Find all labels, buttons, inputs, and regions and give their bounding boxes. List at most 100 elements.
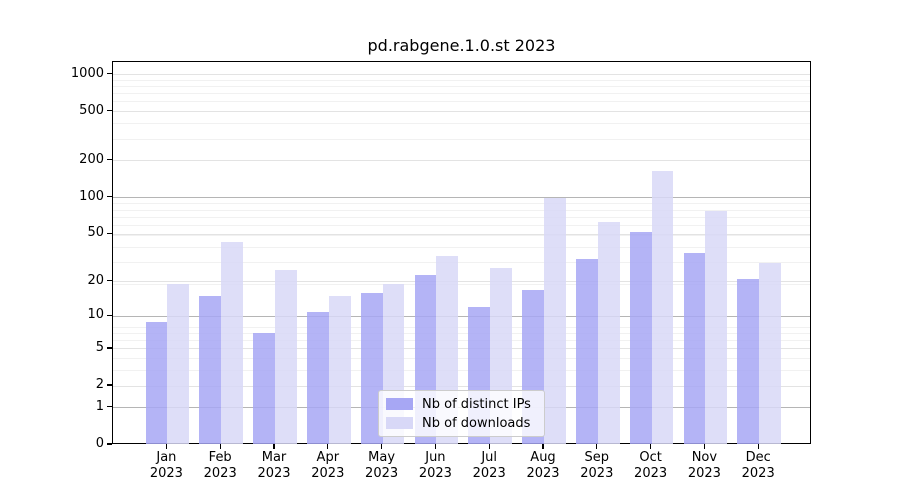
y-tick-label: 500 [79, 102, 104, 118]
y-tick-mark [107, 232, 112, 234]
gridline-labeled [113, 74, 810, 75]
y-tick-label: 10 [87, 307, 104, 323]
gridline-minor [113, 123, 810, 125]
gridline-minor [113, 262, 810, 264]
gridline-major [113, 315, 810, 317]
legend: Nb of distinct IPs Nb of downloads [378, 390, 545, 437]
bar-downloads-nov [705, 210, 728, 444]
bar-distinct-ips-dec [737, 279, 760, 444]
gridline-labeled [113, 233, 810, 235]
x-tick-label: Jul 2023 [472, 450, 506, 481]
legend-swatch-downloads [386, 417, 413, 429]
legend-label-downloads: Nb of downloads [422, 415, 531, 431]
x-tick-label: Dec 2023 [741, 450, 775, 481]
gridline-minor [113, 93, 810, 95]
y-tick-label: 2 [95, 377, 104, 393]
x-tick-mark [488, 444, 490, 449]
gridline-minor [113, 326, 810, 328]
bar-distinct-ips-apr [307, 311, 329, 444]
x-tick-mark [650, 444, 652, 449]
bar-downloads-dec [759, 262, 781, 444]
bar-downloads-oct [651, 170, 674, 444]
x-tick-mark [596, 444, 598, 449]
bar-distinct-ips-mar [253, 333, 275, 444]
x-tick-label: Nov 2023 [687, 450, 721, 481]
y-tick-mark [107, 443, 112, 445]
x-tick-label: May 2023 [365, 450, 399, 481]
gridline-minor [113, 246, 810, 248]
gridline-minor [113, 138, 810, 140]
bar-downloads-mar [275, 270, 297, 444]
y-tick-label: 0 [95, 436, 104, 451]
y-tick-mark [107, 406, 112, 408]
gridline-labeled [113, 160, 810, 162]
gridline-minor [113, 216, 810, 218]
y-tick-mark [107, 110, 112, 112]
y-tick-mark [107, 347, 112, 349]
y-tick-mark [107, 159, 112, 161]
x-tick-mark [165, 444, 167, 449]
bar-distinct-ips-sep [576, 259, 598, 444]
gridline-major [113, 197, 810, 198]
bar-downloads-apr [328, 296, 351, 444]
gridline-minor [113, 370, 810, 372]
x-tick-mark [542, 444, 544, 449]
bar-distinct-ips-oct [629, 232, 652, 444]
x-tick-mark [381, 444, 383, 449]
x-tick-label: Feb 2023 [203, 450, 237, 481]
gridline-minor [113, 358, 810, 360]
legend-label-distinct-ips: Nb of distinct IPs [422, 396, 531, 412]
gridline-labeled [113, 385, 810, 387]
y-tick-label: 20 [87, 272, 104, 288]
bar-distinct-ips-jan [145, 321, 168, 444]
gridline-minor [113, 203, 810, 205]
y-tick-label: 1 [95, 398, 104, 414]
gridline-labeled [113, 111, 810, 113]
x-tick-mark [273, 444, 275, 449]
gridline-labeled [113, 281, 810, 283]
gridline-minor [113, 101, 810, 103]
x-tick-mark [434, 444, 436, 449]
x-tick-label: Jun 2023 [418, 450, 452, 481]
gridline-minor [113, 332, 810, 334]
y-tick-label: 1000 [70, 65, 104, 81]
gridline-minor [113, 209, 810, 211]
gridline-minor [113, 224, 810, 226]
gridline-minor [113, 234, 810, 236]
x-tick-mark [757, 444, 759, 449]
bar-downloads-feb [221, 242, 243, 444]
bar-distinct-ips-nov [683, 252, 706, 444]
chart-title: pd.rabgene.1.0.st 2023 [367, 36, 556, 55]
x-tick-label: Oct 2023 [634, 450, 668, 481]
bar-downloads-sep [597, 221, 620, 444]
y-tick-label: 200 [79, 151, 104, 167]
y-tick-label: 5 [95, 339, 104, 355]
y-tick-mark [107, 72, 112, 75]
x-tick-label: Aug 2023 [526, 450, 560, 481]
bar-distinct-ips-may [360, 293, 383, 444]
x-tick-label: Jan 2023 [149, 450, 183, 481]
y-tick-mark [107, 314, 112, 316]
legend-swatch-distinct-ips [386, 398, 413, 410]
y-tick-label: 50 [87, 225, 104, 241]
x-tick-mark [327, 444, 329, 449]
y-tick-mark [107, 195, 112, 198]
x-tick-label: Apr 2023 [311, 450, 345, 481]
gridline-minor [113, 86, 810, 88]
gridline-minor [113, 79, 810, 81]
plot-area [112, 61, 811, 444]
gridline-minor [113, 340, 810, 342]
x-tick-label: Mar 2023 [257, 450, 291, 481]
gridline-labeled [113, 348, 810, 350]
x-tick-mark [219, 444, 221, 449]
y-tick-mark [107, 280, 112, 282]
bar-distinct-ips-feb [199, 296, 222, 444]
x-tick-mark [703, 444, 705, 449]
bar-downloads-jan [167, 284, 190, 444]
y-tick-label: 100 [79, 188, 104, 204]
legend-item-downloads: Nb of downloads [386, 416, 536, 431]
x-tick-label: Sep 2023 [580, 450, 614, 481]
y-tick-mark [107, 384, 112, 386]
bar-downloads-aug [544, 197, 566, 444]
